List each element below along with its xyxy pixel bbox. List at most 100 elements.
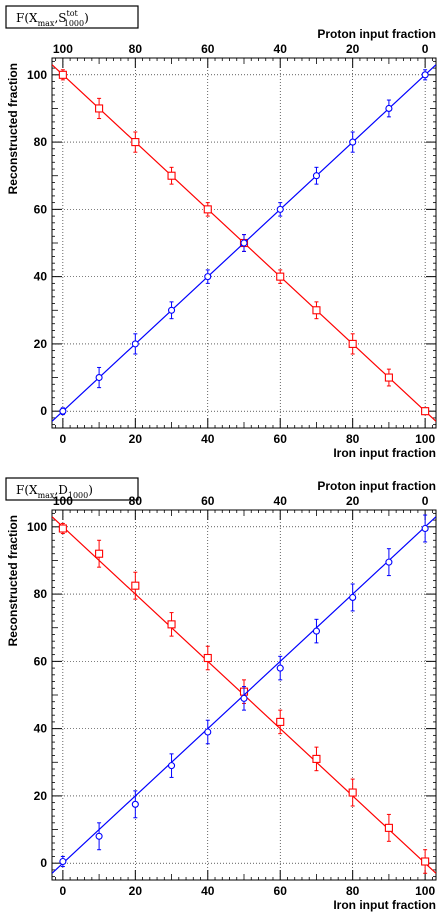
data-point-square [131,581,140,590]
x2-tick-label-1: 80 [129,42,143,56]
data-point-circle [385,558,393,566]
title-part-title_sub2: 1000 [68,491,88,500]
chart-title: F(Xmax,D1000) [16,483,93,500]
data-point-circle [240,239,248,247]
title-part-title_end: ) [88,483,93,497]
y-tick-label-0: 0 [40,404,47,418]
x-tick-label-5: 100 [415,432,435,446]
data-point-circle [312,627,321,635]
data-point-square [348,339,357,348]
title-part-title_sub1: max [38,19,55,28]
x2-tick-label-0: 100 [53,494,73,508]
x-tick-label-0: 0 [60,432,67,446]
chart-panel-bottom: F(Xmax,D1000)010020804060604080201000020… [5,477,437,912]
y-axis-title: Reconstructed fraction [6,515,20,646]
x-tick-label-3: 60 [274,884,288,898]
x-tick-label-4: 80 [346,884,360,898]
x-axis-title: Iron input fraction [333,446,436,460]
data-point-circle [95,373,103,382]
data-point-circle [276,664,284,672]
x-tick-label-5: 100 [415,884,435,898]
data-point-square [276,272,285,281]
x2-tick-label-3: 40 [274,494,288,508]
x-tick-label-2: 40 [201,432,215,446]
y-tick-label-1: 20 [34,337,48,351]
title-part-title_mid: ,S [54,11,66,25]
data-point-square [167,171,176,180]
chart-title: F(Xmax,Stot 1000) [16,9,89,28]
x2-tick-label-5: 0 [422,494,429,508]
x-tick-label-2: 40 [201,884,215,898]
x-axis-title: Iron input fraction [333,898,436,912]
data-point-circle [59,407,67,415]
title-part-title_sub2: 1000 [64,19,84,28]
y-tick-label-2: 40 [34,270,48,284]
data-point-circle [240,694,248,702]
x2-tick-label-0: 100 [53,42,73,56]
data-point-square [384,823,393,832]
data-point-square [203,653,212,663]
title-part-title_end: ) [84,11,89,25]
x2-tick-label-2: 60 [201,42,215,56]
data-point-square [421,857,430,866]
title-box [5,477,139,501]
data-point-circle [167,306,176,314]
title-part-title_sup2: tot [66,9,78,18]
data-point-square [95,549,104,558]
data-point-square [95,104,104,113]
data-point-circle [59,857,67,866]
data-point-square [58,524,67,533]
x-tick-label-3: 60 [274,432,288,446]
data-point-square [312,306,321,315]
data-point-square [203,205,212,214]
data-point-circle [349,138,357,146]
data-point-square [348,788,357,797]
data-point-circle [349,593,357,602]
data-point-circle [95,832,103,840]
series-blue-circles [52,514,436,874]
x2-tick-label-5: 0 [422,42,429,56]
data-point-circle [276,205,284,213]
data-point-square [421,407,430,416]
x2-axis-title: Proton input fraction [317,27,436,41]
data-point-circle [204,273,212,281]
x2-tick-label-4: 20 [346,494,360,508]
data-point-circle [312,172,321,180]
chart-panel-top: F(Xmax,Stot 1000)010020804060604080201000… [5,5,437,460]
y-tick-label-5: 100 [27,520,47,534]
data-point-circle [204,728,212,736]
x2-tick-label-4: 20 [346,42,360,56]
x2-axis-title: Proton input fraction [317,479,436,493]
y-tick-label-0: 0 [40,856,47,870]
data-point-square [384,373,393,382]
y-tick-label-4: 80 [34,135,48,149]
data-point-square [131,138,140,147]
data-point-circle [131,340,139,348]
title-part-title: F(X [16,483,38,497]
y-axis-title: Reconstructed fraction [6,63,20,194]
data-point-circle [385,104,393,113]
y-tick-label-4: 80 [34,587,48,601]
series-blue-circles [52,64,436,422]
x-tick-label-1: 20 [129,884,143,898]
data-point-circle [421,71,429,79]
title-part-title: F(X [16,11,38,25]
y-tick-label-5: 100 [27,68,47,82]
x-tick-label-4: 80 [346,432,360,446]
y-tick-label-2: 40 [34,722,48,736]
data-point-circle [421,524,429,533]
data-point-square [312,754,321,763]
x-tick-label-0: 0 [60,884,67,898]
y-tick-label-3: 60 [34,654,48,668]
x2-tick-label-2: 60 [201,494,215,508]
title-part-title_sub1: max [38,491,55,500]
x2-tick-label-1: 80 [129,494,143,508]
title-part-title_mid: ,D [54,483,67,497]
y-tick-label-1: 20 [34,789,48,803]
data-point-square [167,620,176,629]
data-point-circle [131,800,139,808]
data-point-square [276,717,285,726]
y-tick-label-3: 60 [34,202,48,216]
x2-tick-label-3: 40 [274,42,288,56]
